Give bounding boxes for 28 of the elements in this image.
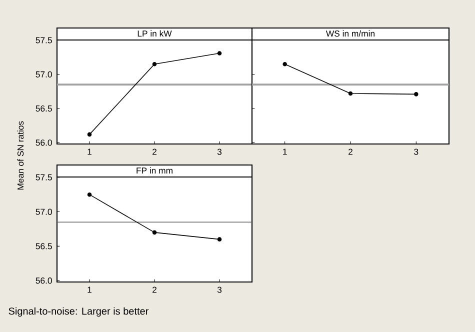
x-tick-label: 3 (217, 148, 222, 155)
y-tick-label: 56.5 (36, 243, 52, 250)
point (152, 62, 157, 66)
point (217, 51, 222, 56)
text: Signal-to-noise: Larger is better (8, 307, 149, 317)
y-tick-label: 57.0 (36, 208, 52, 215)
point (87, 132, 92, 137)
y-tick-label: 57.0 (36, 71, 52, 78)
x-tick-label: 1 (283, 148, 287, 155)
y-tick-label: 57.5 (36, 174, 52, 180)
x-tick-label: 2 (348, 148, 352, 155)
x-tick-label: 3 (414, 148, 418, 155)
chart-title: FP in mm (136, 167, 172, 174)
x-tick-label: 1 (88, 148, 92, 155)
y-tick-label: 56.0 (36, 278, 52, 284)
x-tick-label: 1 (88, 286, 92, 293)
point (87, 192, 92, 197)
x-tick-label: 2 (152, 148, 156, 155)
point (152, 230, 157, 235)
x-tick-label: 2 (152, 286, 156, 293)
y-tick-label: 56.0 (36, 140, 52, 146)
y-tick-label: 57.5 (36, 37, 52, 44)
y-axis-title: Mean of SN ratios (17, 121, 24, 190)
chart-title: WS in m/min (326, 30, 374, 37)
point (217, 237, 222, 242)
x-tick-label: 3 (217, 286, 222, 293)
y-tick-label: 56.5 (36, 105, 52, 112)
chart-title: LP in kW (138, 30, 172, 37)
